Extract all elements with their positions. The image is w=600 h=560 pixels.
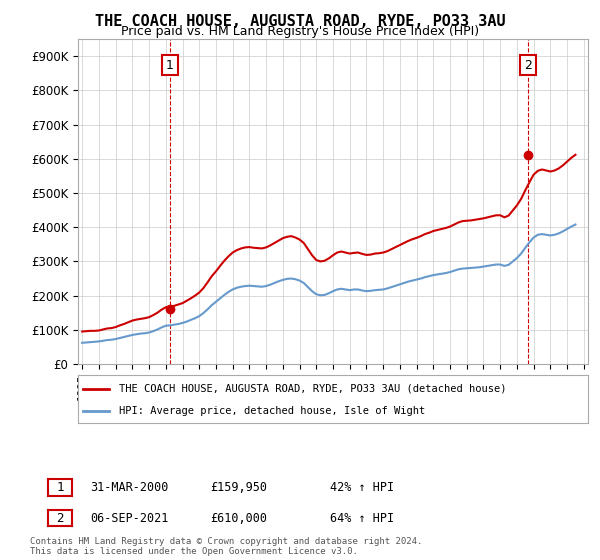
Text: THE COACH HOUSE, AUGUSTA ROAD, RYDE, PO33 3AU (detached house): THE COACH HOUSE, AUGUSTA ROAD, RYDE, PO3…	[119, 384, 506, 394]
Text: 1: 1	[166, 59, 174, 72]
Text: 1: 1	[56, 480, 64, 494]
Text: £610,000: £610,000	[210, 511, 267, 525]
Text: HPI: Average price, detached house, Isle of Wight: HPI: Average price, detached house, Isle…	[119, 406, 425, 416]
Text: 2: 2	[524, 59, 532, 72]
Text: Price paid vs. HM Land Registry's House Price Index (HPI): Price paid vs. HM Land Registry's House …	[121, 25, 479, 38]
Text: 64% ↑ HPI: 64% ↑ HPI	[330, 511, 394, 525]
Text: 06-SEP-2021: 06-SEP-2021	[90, 511, 169, 525]
Text: Contains HM Land Registry data © Crown copyright and database right 2024.: Contains HM Land Registry data © Crown c…	[30, 537, 422, 546]
Text: £159,950: £159,950	[210, 480, 267, 494]
Text: 31-MAR-2000: 31-MAR-2000	[90, 480, 169, 494]
Text: This data is licensed under the Open Government Licence v3.0.: This data is licensed under the Open Gov…	[30, 547, 358, 556]
Text: 42% ↑ HPI: 42% ↑ HPI	[330, 480, 394, 494]
Text: THE COACH HOUSE, AUGUSTA ROAD, RYDE, PO33 3AU: THE COACH HOUSE, AUGUSTA ROAD, RYDE, PO3…	[95, 14, 505, 29]
Text: 2: 2	[56, 511, 64, 525]
